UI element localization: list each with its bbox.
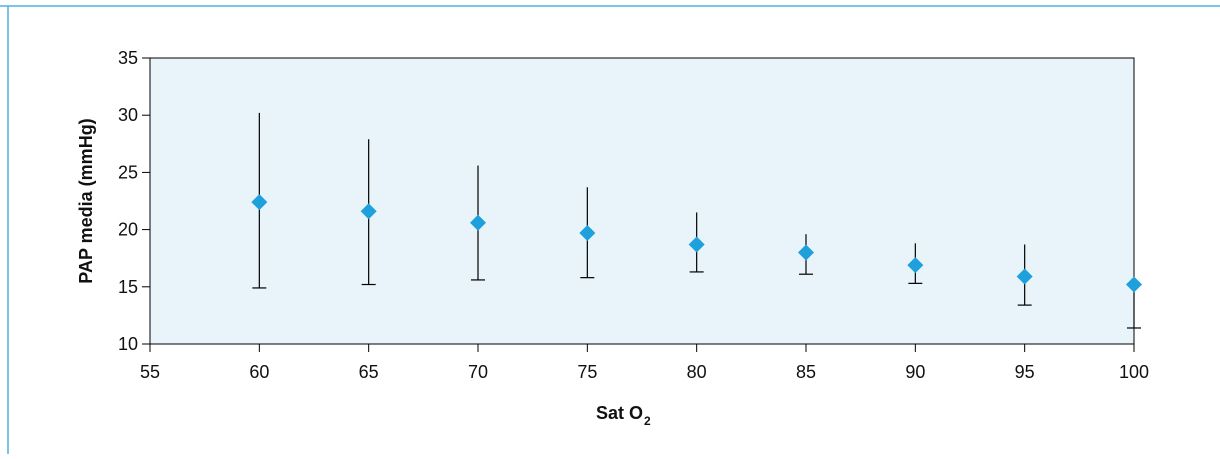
x-tick-label: 70 <box>468 362 488 382</box>
x-tick-label: 65 <box>359 362 379 382</box>
y-tick-label: 30 <box>118 105 138 125</box>
data-point <box>1126 276 1142 293</box>
data-point <box>360 203 377 220</box>
x-tick-label: 60 <box>249 362 269 382</box>
x-axis-title: Sat O <box>596 403 643 423</box>
axes: 10 15 20 25 30 35 55 60 65 70 75 80 85 90 95 100 <box>118 48 1149 382</box>
y-tick-label: 15 <box>118 277 138 297</box>
y-tick-label: 35 <box>118 48 138 68</box>
x-axis-title-subscript: 2 <box>644 414 651 428</box>
plot-area <box>149 57 1135 345</box>
data-point <box>470 214 486 231</box>
data-point <box>1016 268 1033 285</box>
y-tick-label: 20 <box>118 220 138 240</box>
x-tick-label: 95 <box>1015 362 1035 382</box>
x-tick-label: 75 <box>577 362 597 382</box>
x-tick-label: 90 <box>905 362 925 382</box>
y-tick-label: 10 <box>118 334 138 354</box>
x-tick-label: 100 <box>1119 362 1149 382</box>
x-tick-label: 85 <box>796 362 816 382</box>
y-tick-label: 25 <box>118 162 138 182</box>
data-point <box>579 225 596 242</box>
x-tick-label: 55 <box>140 362 160 382</box>
data-point <box>798 244 814 261</box>
x-tick-label: 80 <box>687 362 707 382</box>
data-points <box>251 194 1142 293</box>
y-axis-title: PAP media (mmHg) <box>76 118 96 283</box>
data-point <box>251 194 268 211</box>
data-point <box>907 257 924 274</box>
data-point <box>688 236 705 253</box>
